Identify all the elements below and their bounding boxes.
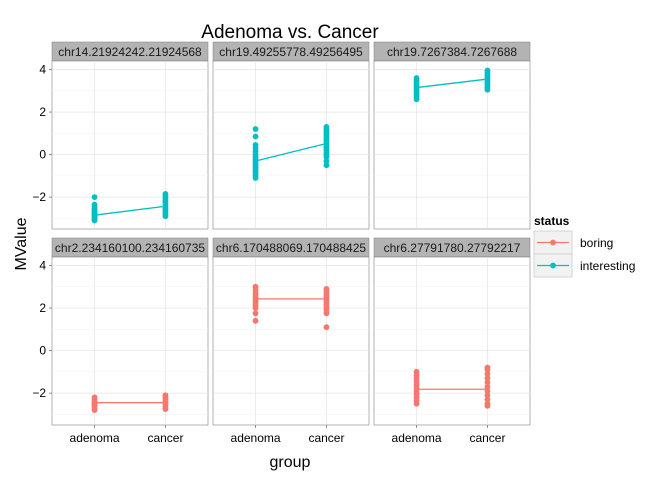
data-point xyxy=(484,402,491,409)
facet-strip-label: chr14.21924242.21924568 xyxy=(58,45,202,59)
facet-panel: chr19.49255778.49256495 xyxy=(212,41,370,230)
legend-item: interesting xyxy=(533,253,635,278)
data-point xyxy=(484,366,491,373)
legend-title: status xyxy=(534,214,570,228)
x-tick-label: cancer xyxy=(308,431,344,445)
data-point xyxy=(484,86,491,93)
legend-keys: boring interesting xyxy=(533,230,635,278)
series-line xyxy=(255,142,327,162)
y-tick-label: 2 xyxy=(39,105,46,119)
x-tick-label: cancer xyxy=(147,431,183,445)
x-tick-label: cancer xyxy=(469,431,505,445)
data-point xyxy=(484,375,491,382)
y-axis-label: MValue xyxy=(13,217,30,270)
panel-background xyxy=(212,60,370,230)
panel-background xyxy=(373,60,531,230)
legend-key-point xyxy=(550,239,556,246)
y-tick-label: 0 xyxy=(39,148,46,162)
series-line xyxy=(94,205,166,216)
data-point xyxy=(91,194,98,201)
x-tick-label: adenoma xyxy=(70,431,120,445)
data-point xyxy=(323,162,330,169)
data-point xyxy=(323,158,330,164)
data-point xyxy=(252,175,259,181)
facet-panel: chr14.21924242.21924568 −2 0 2 4 xyxy=(32,41,209,230)
data-point xyxy=(252,126,259,132)
facet-strip-label: chr6.27791780.27792217 xyxy=(384,241,521,255)
facet-strip-label: chr2.234160100.234160735 xyxy=(55,241,205,255)
legend: status boring interesting xyxy=(533,214,635,278)
panel-background xyxy=(212,256,370,426)
series-line xyxy=(416,78,488,89)
y-tick-label: 2 xyxy=(39,301,46,315)
facet-panel: chr6.170488069.170488425 adenoma cancer xyxy=(212,237,370,445)
data-point xyxy=(413,96,420,103)
data-point xyxy=(484,379,491,386)
data-point xyxy=(484,383,491,390)
y-tick-label: −2 xyxy=(32,190,46,204)
data-point xyxy=(323,153,330,160)
y-tick-label: −2 xyxy=(32,386,46,400)
panel-background xyxy=(51,256,209,426)
y-tick-label: 0 xyxy=(39,344,46,358)
chart-title: Adenoma vs. Cancer xyxy=(201,22,379,43)
facet-panel: chr6.27791780.27792217 adenoma cancer xyxy=(373,237,531,445)
data-point xyxy=(413,400,420,407)
y-tick-label: 4 xyxy=(39,259,46,273)
data-point xyxy=(323,324,330,331)
legend-item-label: interesting xyxy=(580,259,635,273)
data-point xyxy=(252,305,259,311)
x-tick-label: adenoma xyxy=(392,431,442,445)
facet-strip-label: chr19.7267384.7267688 xyxy=(387,45,517,59)
facet-panel: chr19.7267384.7267688 xyxy=(373,41,531,230)
data-point xyxy=(162,406,169,412)
data-point xyxy=(252,317,259,324)
facet-strip-label: chr6.170488069.170488425 xyxy=(216,241,366,255)
x-tick-label: adenoma xyxy=(231,431,281,445)
data-point xyxy=(484,396,491,403)
data-point xyxy=(323,310,330,317)
data-point xyxy=(484,388,491,394)
data-point xyxy=(252,310,259,317)
legend-item: boring xyxy=(533,230,613,255)
facet-panels: chr14.21924242.21924568 −2 0 2 4 chr19.492557… xyxy=(32,41,531,445)
data-point xyxy=(484,371,491,377)
data-point xyxy=(484,392,491,399)
legend-key-point xyxy=(550,262,556,269)
panel-background xyxy=(373,256,531,426)
y-tick-label: 4 xyxy=(39,63,46,77)
facet-strip-label: chr19.49255778.49256495 xyxy=(219,45,363,59)
data-point xyxy=(91,217,98,224)
data-point xyxy=(162,213,169,220)
facet-panel: chr2.234160100.234160735 −2 0 2 4 adenoma canc… xyxy=(32,237,209,445)
x-axis-label: group xyxy=(270,454,311,471)
panel-background xyxy=(51,60,209,230)
data-point xyxy=(252,133,259,140)
legend-item-label: boring xyxy=(580,236,613,250)
data-point xyxy=(91,407,98,414)
